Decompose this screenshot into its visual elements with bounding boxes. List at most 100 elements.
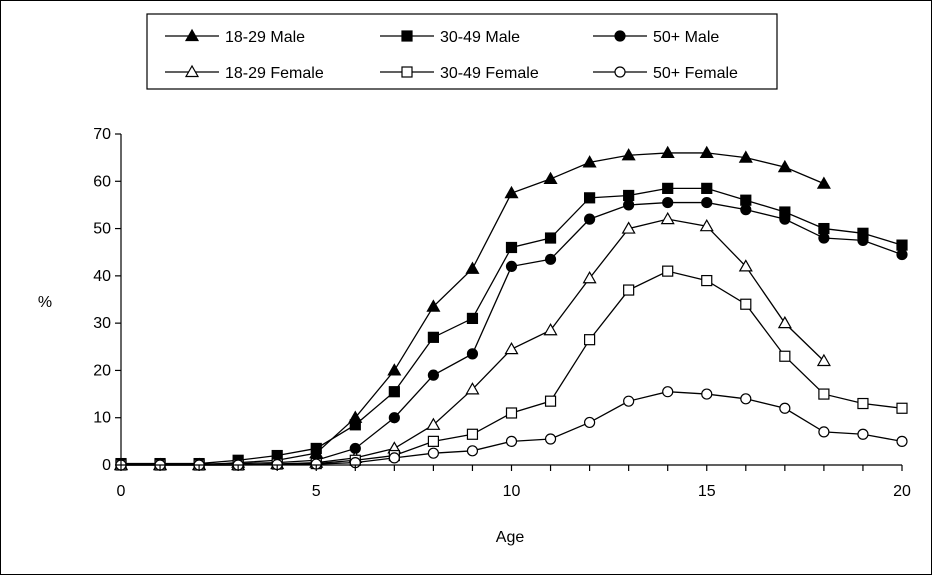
data-point [505, 435, 518, 447]
data-point [623, 199, 635, 211]
data-point [623, 189, 635, 202]
data-point [818, 222, 830, 235]
data-point [896, 248, 908, 261]
data-point [582, 155, 597, 168]
data-point [623, 284, 635, 296]
legend-label: 18-29 Male [225, 29, 305, 46]
data-point [583, 334, 596, 346]
y-tick-label: 0 [102, 457, 111, 474]
legend-marker [184, 64, 200, 78]
data-point [621, 148, 636, 161]
plot-area [113, 145, 908, 471]
series-18-29-male [113, 145, 831, 471]
data-point [701, 388, 713, 400]
data-point [779, 402, 791, 414]
data-point [779, 213, 791, 225]
data-point [466, 312, 479, 325]
data-point [427, 435, 439, 447]
data-point [660, 145, 675, 159]
series-line [121, 201, 903, 465]
x-tick-label: 5 [312, 483, 321, 500]
legend-marker [614, 30, 626, 42]
legend-label: 30-49 Female [440, 65, 539, 82]
data-point [701, 182, 713, 194]
data-point [388, 386, 400, 398]
data-point [738, 150, 753, 163]
data-point [738, 259, 753, 272]
data-point [427, 369, 439, 381]
data-point [505, 407, 518, 419]
data-point [387, 363, 402, 376]
data-point [465, 261, 480, 274]
data-point [543, 323, 558, 336]
data-point [544, 253, 557, 265]
data-point [623, 395, 635, 407]
y-axis-label: % [38, 294, 52, 311]
x-tick-label: 10 [503, 483, 521, 500]
data-point [857, 397, 869, 410]
legend-entry: 50+ Male [593, 29, 719, 46]
y-tick-label: 50 [93, 221, 111, 238]
series-50-male [115, 196, 908, 470]
data-point [388, 412, 400, 424]
data-point [896, 435, 908, 447]
x-tick-label: 15 [698, 483, 716, 500]
x-axis-label: Age [496, 529, 525, 546]
data-point [466, 348, 479, 360]
data-point [427, 331, 439, 343]
data-point [505, 260, 518, 272]
data-point [818, 388, 830, 400]
series-line [121, 218, 825, 466]
data-point [544, 232, 557, 244]
data-point [777, 315, 792, 329]
legend-marker [401, 66, 413, 78]
data-point [621, 221, 636, 234]
series-line [121, 152, 825, 466]
legend-label: 50+ Male [653, 29, 719, 46]
legend-entry: 18-29 Male [165, 28, 305, 46]
legend-marker [401, 30, 413, 42]
x-tick-label: 0 [117, 483, 126, 500]
y-tick-label: 60 [93, 173, 111, 190]
data-point [426, 417, 441, 430]
y-tick-label: 40 [93, 268, 111, 285]
y-tick-label: 10 [93, 410, 111, 427]
data-point [466, 445, 479, 457]
data-point [896, 402, 908, 414]
data-point [662, 196, 674, 209]
data-point [699, 218, 714, 232]
y-tick-label: 30 [93, 315, 111, 332]
legend-marker [614, 66, 626, 78]
legend-label: 30-49 Male [440, 29, 520, 46]
data-point [857, 234, 869, 246]
data-point [740, 298, 752, 310]
data-point [740, 194, 752, 206]
data-point [662, 265, 674, 277]
data-point [583, 213, 596, 225]
data-point [701, 196, 713, 209]
data-point [818, 426, 830, 438]
legend-entry: 18-29 Female [165, 64, 324, 82]
data-point [582, 271, 597, 284]
data-point [466, 428, 479, 440]
data-point [388, 452, 400, 464]
data-point [816, 353, 831, 367]
data-point [740, 204, 752, 216]
legend-box [146, 13, 778, 90]
data-point [583, 192, 596, 204]
data-point [896, 239, 908, 251]
data-point [543, 171, 558, 185]
data-point [779, 350, 791, 362]
x-tick-label: 20 [893, 483, 911, 500]
legend: 18-29 Male 30-49 Male 50+ Male 18-29 Female… [146, 13, 778, 90]
legend-marker [184, 28, 200, 42]
data-point [699, 145, 714, 159]
data-point [583, 416, 596, 429]
data-point [465, 382, 480, 395]
data-point [504, 341, 519, 355]
data-point [662, 386, 674, 398]
axes: 0 10 20 30 40 50 60 70 0 5 10 15 20 [93, 126, 911, 500]
data-point [544, 395, 557, 407]
